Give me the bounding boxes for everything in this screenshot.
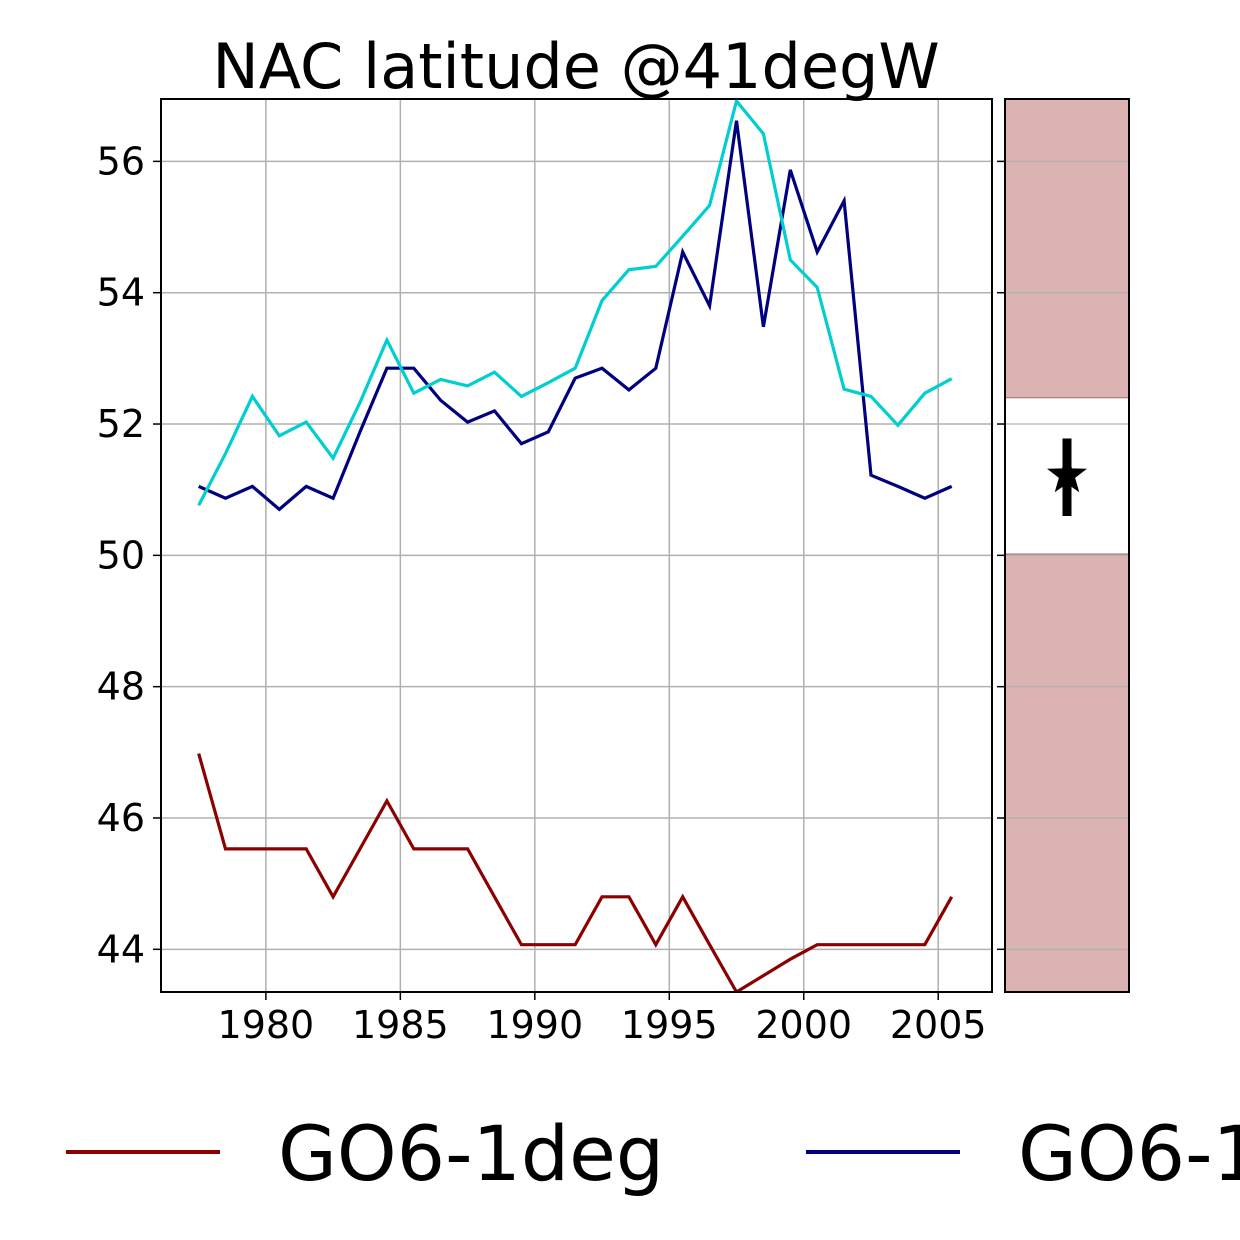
y-tick-label: 44 (97, 927, 145, 971)
main-plot-grid (161, 99, 992, 992)
side-band-upper (1005, 99, 1129, 398)
main-plot-frame (160, 98, 993, 993)
y-tick-label: 54 (97, 271, 145, 315)
y-tick-label: 48 (97, 665, 145, 709)
side-band-lower (1005, 554, 1129, 992)
x-tick-label: 1980 (218, 1003, 315, 1047)
main-plot-ticks: 1980 1985 1990 1995 2000 2005 44 46 48 50 52 54 56 (97, 139, 987, 1047)
side-star-marker (1047, 454, 1087, 493)
x-tick-label: 1985 (352, 1003, 449, 1047)
x-tick-label: 1995 (621, 1003, 718, 1047)
y-tick-label: 56 (97, 139, 145, 183)
y-tick-label: 52 (97, 402, 145, 446)
x-tick-label: 2000 (755, 1003, 852, 1047)
legend: GO6-1deg GO6-1 (66, 1109, 1240, 1198)
series-line-3 (197, 97, 953, 507)
series-line-1 (197, 753, 954, 992)
x-tick-label: 2005 (890, 1003, 987, 1047)
x-tick-label: 1990 (486, 1003, 583, 1047)
legend-label: GO6-1 (1018, 1109, 1240, 1198)
series-line-2 (198, 120, 953, 512)
side-panel (997, 98, 1130, 993)
side-panel-frame (1004, 98, 1130, 993)
legend-label: GO6-1deg (278, 1109, 664, 1198)
chart-title: NAC latitude @41degW (212, 30, 939, 103)
y-tick-label: 46 (97, 796, 145, 840)
main-plot-series (197, 97, 954, 992)
y-tick-label: 50 (97, 533, 145, 577)
